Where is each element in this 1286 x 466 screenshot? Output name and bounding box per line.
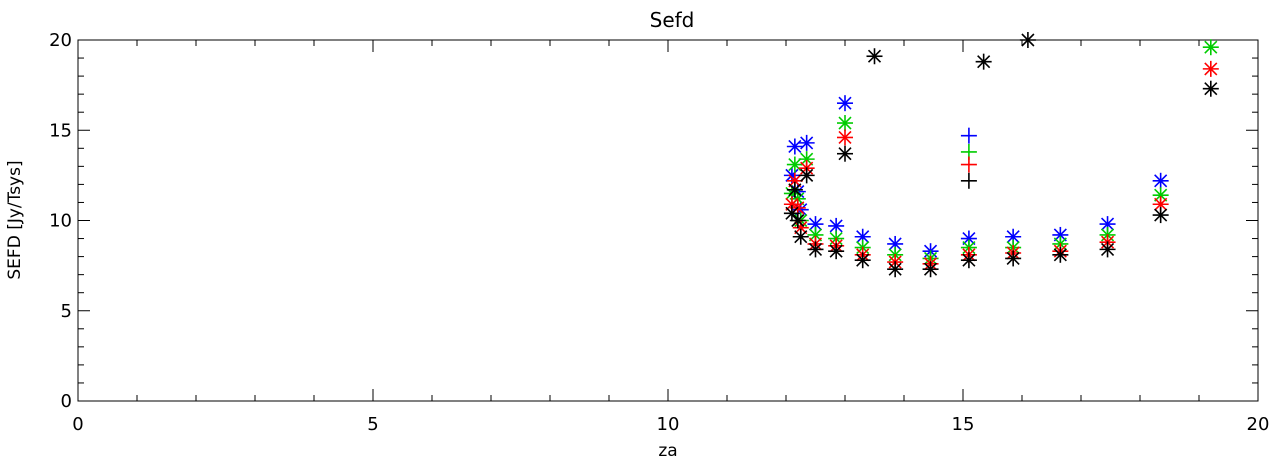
data-point-plus: [960, 127, 977, 144]
data-point-asterisk: [1099, 241, 1116, 258]
data-point-asterisk: [837, 129, 853, 146]
y-tick-label: 15: [49, 120, 72, 141]
data-point-asterisk: [854, 252, 871, 269]
data-point-asterisk: [866, 48, 883, 65]
x-axis-label: za: [658, 441, 677, 461]
y-tick-label: 20: [49, 30, 72, 51]
data-point-asterisk: [828, 243, 845, 260]
data-point-asterisk: [887, 261, 904, 278]
y-tick-label: 10: [49, 211, 72, 232]
data-point-asterisk: [1019, 32, 1036, 48]
data-point-asterisk: [798, 167, 815, 184]
data-point-asterisk: [792, 228, 809, 245]
x-tick-label: 5: [367, 414, 378, 435]
data-point-asterisk: [1052, 246, 1069, 263]
data-point-asterisk: [789, 212, 806, 229]
axis-ticks: 0 5 10 15 20 0 5 10 15 20: [49, 30, 1269, 435]
data-point-asterisk: [837, 95, 853, 112]
data-point-asterisk: [807, 241, 824, 258]
data-point-asterisk: [854, 228, 871, 245]
data-point-asterisk: [960, 252, 977, 269]
data-point-asterisk: [922, 261, 939, 278]
data-point-asterisk: [828, 217, 845, 234]
data-point-asterisk: [975, 53, 992, 70]
data-point-asterisk: [1152, 172, 1169, 189]
y-axis-label: SEFD [Jy/Tsys]: [5, 160, 25, 279]
data-point-plus: [960, 156, 977, 173]
data-point-asterisk: [798, 134, 815, 151]
plot-frame: [77, 39, 1259, 402]
data-point-asterisk: [786, 138, 803, 155]
data-point-asterisk: [837, 115, 853, 132]
x-tick-label: 15: [952, 414, 975, 435]
data-point-asterisk: [1202, 39, 1219, 56]
y-tick-label: 0: [61, 391, 72, 412]
data-point-asterisk: [1152, 207, 1169, 224]
data-point-asterisk: [837, 145, 853, 162]
data-point-asterisk: [1005, 250, 1022, 267]
chart-title: Sefd: [650, 8, 695, 32]
data-point-asterisk: [1202, 80, 1219, 97]
data-point-asterisk: [1202, 60, 1219, 77]
x-tick-label: 10: [657, 414, 680, 435]
data-point-asterisk: [786, 181, 803, 198]
x-tick-label: 0: [72, 414, 83, 435]
data-marks: [783, 32, 1219, 278]
x-tick-label: 20: [1247, 414, 1270, 435]
y-tick-label: 5: [61, 301, 72, 322]
data-point-plus: [960, 172, 977, 189]
